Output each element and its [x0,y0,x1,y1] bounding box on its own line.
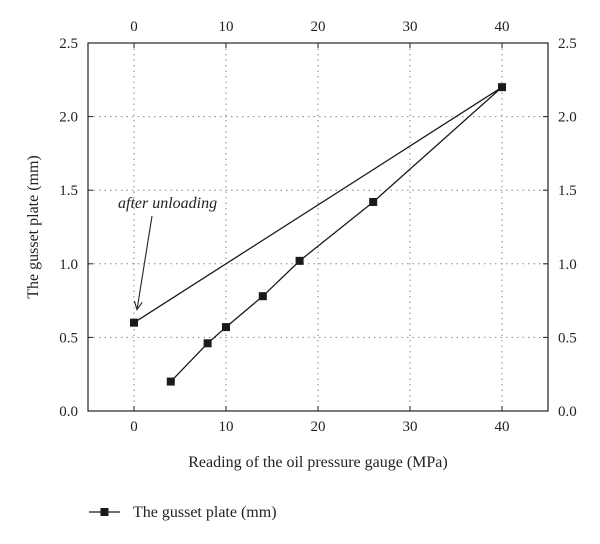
data-point-0-6 [498,83,506,92]
x-tick-label-0: 0 [130,419,138,435]
data-point-0-4 [295,256,304,265]
right-tick-label-1: 0.5 [558,330,577,346]
y-tick-label-3: 1.5 [59,183,78,199]
right-tick-label-0: 0.0 [558,404,577,420]
data-point-0-1 [203,339,212,348]
right-tick-label-3: 1.5 [558,183,577,199]
top-tick-label-4: 40 [495,19,510,35]
x-tick-label-2: 20 [311,419,326,435]
x-tick-label-1: 10 [219,419,234,435]
y-axis-title: The gusset plate (mm) [25,155,42,299]
legend-label: The gusset plate (mm) [133,504,277,521]
x-axis-title: Reading of the oil pressure gauge (MPa) [188,454,447,471]
y-tick-label-0: 0.0 [59,404,78,420]
data-point-0-3 [258,292,267,301]
data-point-0-7 [130,318,138,327]
legend-marker [100,508,109,516]
x-tick-label-4: 40 [495,419,510,435]
right-tick-label-5: 2.5 [558,36,577,52]
y-tick-label-2: 1.0 [59,257,78,273]
annotation-arrow [136,215,153,310]
annotation-after-unloading: after unloading [118,195,217,212]
annotation-arrowhead [133,300,143,311]
right-tick-label-2: 1.0 [558,257,577,273]
series-layer [130,83,506,386]
right-tick-label-4: 2.0 [558,110,577,126]
y-tick-label-4: 2.0 [59,110,78,126]
x-tick-label-3: 30 [403,419,418,435]
top-tick-label-0: 0 [130,19,138,35]
top-tick-label-1: 10 [219,19,234,35]
y-tick-label-5: 2.5 [59,36,78,52]
top-tick-label-3: 30 [403,19,418,35]
grid [88,43,548,411]
y-tick-label-1: 0.5 [59,330,78,346]
data-point-0-2 [222,323,230,332]
axis-ticks: 0 0 10 10 20 20 30 30 40 40 0.0 0.0 0.5 0.5 1.0 1.0 1.5 1… [59,19,577,435]
legend: The gusset plate (mm) [89,504,277,521]
data-point-0-5 [369,197,378,206]
data-point-0-0 [166,377,175,386]
annotation: after unloading [118,195,217,311]
top-tick-label-2: 20 [311,19,326,35]
